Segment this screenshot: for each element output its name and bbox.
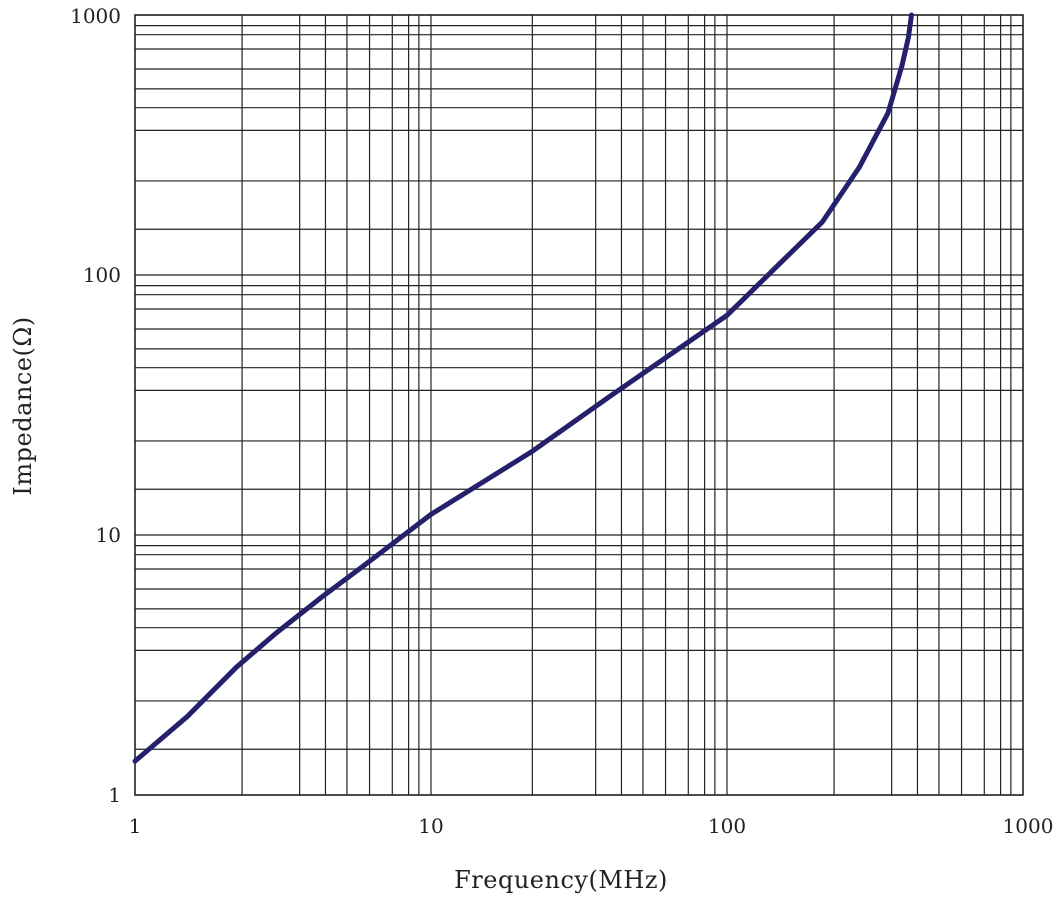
impedance-curve (132, 12, 914, 764)
y-tick-label: 100 (83, 263, 121, 287)
y-tick-label: 10 (96, 523, 121, 547)
y-tick-label: 1000 (70, 4, 121, 28)
x-tick-label: 10 (418, 814, 443, 838)
y-tick-label: 1 (108, 783, 121, 807)
grid-lines (134, 14, 1024, 796)
y-tick-labels: 1 10 100 1000 (70, 4, 121, 807)
plot-frame (134, 14, 1024, 796)
x-tick-labels: 1 10 100 1000 (129, 814, 1054, 838)
y-axis-title: Impedance(Ω) (9, 316, 37, 495)
x-tick-label: 1 (129, 814, 142, 838)
x-axis-title: Frequency(MHz) (454, 866, 668, 894)
x-tick-label: 1000 (1003, 814, 1054, 838)
x-tick-label: 100 (708, 814, 746, 838)
